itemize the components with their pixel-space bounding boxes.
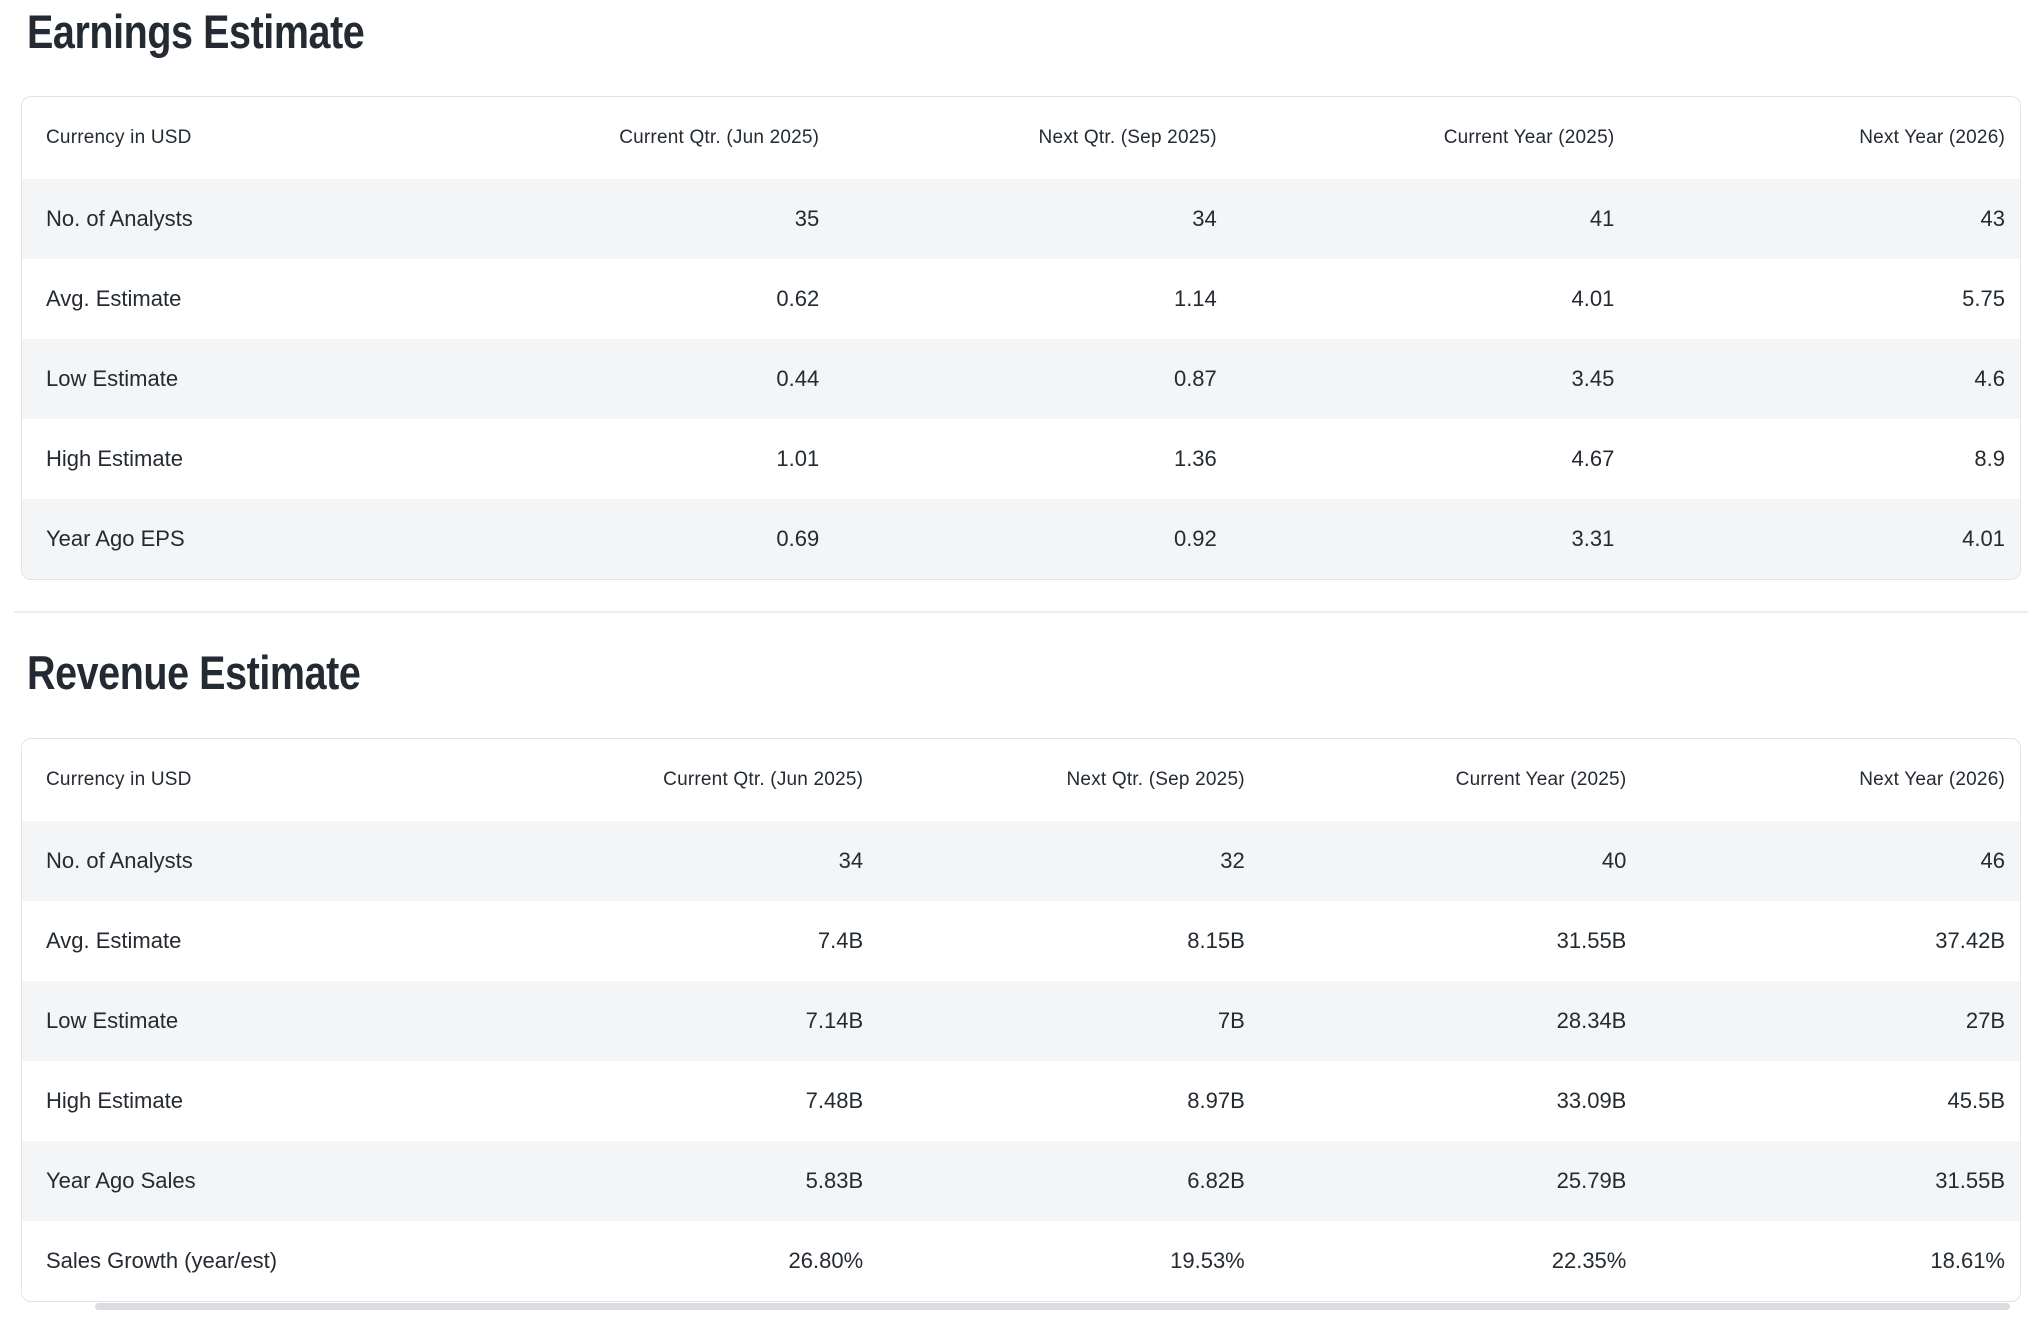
value-cell: 1.36 — [1173, 446, 1217, 471]
earnings-estimate-card: Currency in USD Current Qtr. (Jun 2025) … — [21, 96, 2021, 580]
row-label: No. of Analysts — [46, 848, 193, 873]
value-cell: 19.53% — [1170, 1248, 1245, 1273]
value-cell: 27B — [1965, 1008, 2005, 1033]
value-cell: 7.14B — [805, 1008, 864, 1033]
earnings-estimate-heading: Earnings Estimate — [27, 6, 2021, 58]
value-cell: 0.92 — [1173, 526, 1217, 551]
horizontal-scrollbar-thumb[interactable] — [95, 1303, 2010, 1310]
earnings-row-no-of-analysts: No. of Analysts 35 34 41 43 — [22, 179, 2020, 259]
earnings-header-next-qtr: Next Qtr. (Sep 2025) — [1038, 127, 1217, 148]
row-label: Low Estimate — [46, 366, 179, 391]
value-cell: 3.45 — [1571, 366, 1615, 391]
row-label: High Estimate — [46, 446, 183, 471]
value-cell: 31.55B — [1556, 928, 1627, 953]
value-cell: 4.01 — [1571, 286, 1615, 311]
earnings-row-high-estimate: High Estimate 1.01 1.36 4.67 8.9 — [22, 419, 2020, 499]
row-label: Year Ago EPS — [46, 526, 185, 551]
value-cell: 3.31 — [1571, 526, 1615, 551]
earnings-header-row: Currency in USD Current Qtr. (Jun 2025) … — [22, 97, 2020, 179]
revenue-header-next-qtr: Next Qtr. (Sep 2025) — [1066, 769, 1245, 790]
value-cell: 4.01 — [1962, 526, 2005, 551]
revenue-estimate-table: Currency in USD Current Qtr. (Jun 2025) … — [22, 739, 2020, 1301]
value-cell: 34 — [838, 848, 864, 873]
value-cell: 45.5B — [1947, 1088, 2006, 1113]
revenue-header-currency: Currency in USD — [46, 769, 192, 790]
value-cell: 46 — [1980, 848, 2005, 873]
revenue-header-current-qtr: Current Qtr. (Jun 2025) — [663, 769, 864, 790]
earnings-header-current-qtr: Current Qtr. (Jun 2025) — [619, 127, 820, 148]
value-cell: 0.69 — [776, 526, 820, 551]
row-label: High Estimate — [46, 1088, 183, 1113]
value-cell: 0.44 — [776, 366, 820, 391]
revenue-row-high-estimate: High Estimate 7.48B 8.97B 33.09B 45.5B — [22, 1061, 2020, 1141]
value-cell: 25.79B — [1556, 1168, 1627, 1193]
revenue-estimate-section: Revenue Estimate Currency in USD Current… — [21, 647, 2021, 1302]
value-cell: 1.01 — [776, 446, 820, 471]
value-cell: 28.34B — [1556, 1008, 1627, 1033]
row-label: Sales Growth (year/est) — [46, 1248, 278, 1273]
value-cell: 43 — [1980, 206, 2005, 231]
value-cell: 5.83B — [805, 1168, 864, 1193]
value-cell: 1.14 — [1173, 286, 1217, 311]
analysis-page: Earnings Estimate Currency in USD Curren… — [0, 6, 2042, 1302]
value-cell: 33.09B — [1556, 1088, 1627, 1113]
value-cell: 4.67 — [1571, 446, 1615, 471]
value-cell: 7B — [1217, 1008, 1245, 1033]
value-cell: 8.15B — [1187, 928, 1245, 953]
value-cell: 7.48B — [805, 1088, 864, 1113]
earnings-header-next-year: Next Year (2026) — [1859, 127, 2005, 148]
value-cell: 5.75 — [1962, 286, 2005, 311]
value-cell: 8.9 — [1974, 446, 2005, 471]
value-cell: 32 — [1220, 848, 1245, 873]
revenue-estimate-heading-text: Revenue Estimate — [27, 646, 361, 699]
revenue-header-current-year: Current Year (2025) — [1455, 769, 1627, 790]
value-cell: 40 — [1601, 848, 1627, 873]
value-cell: 41 — [1589, 206, 1615, 231]
value-cell: 0.87 — [1173, 366, 1217, 391]
value-cell: 7.4B — [817, 928, 864, 953]
value-cell: 6.82B — [1187, 1168, 1245, 1193]
value-cell: 26.80% — [788, 1248, 864, 1273]
value-cell: 34 — [1192, 206, 1217, 231]
earnings-estimate-heading-text: Earnings Estimate — [27, 5, 365, 58]
revenue-header-next-year: Next Year (2026) — [1859, 769, 2005, 790]
earnings-row-low-estimate: Low Estimate 0.44 0.87 3.45 4.6 — [22, 339, 2020, 419]
value-cell: 0.62 — [776, 286, 820, 311]
row-label: Avg. Estimate — [46, 928, 182, 953]
revenue-row-no-of-analysts: No. of Analysts 34 32 40 46 — [22, 821, 2020, 901]
row-label: Avg. Estimate — [46, 286, 182, 311]
revenue-row-low-estimate: Low Estimate 7.14B 7B 28.34B 27B — [22, 981, 2020, 1061]
value-cell: 35 — [794, 206, 820, 231]
revenue-row-year-ago-sales: Year Ago Sales 5.83B 6.82B 25.79B 31.55B — [22, 1141, 2020, 1221]
revenue-header-row: Currency in USD Current Qtr. (Jun 2025) … — [22, 739, 2020, 821]
row-label: Low Estimate — [46, 1008, 179, 1033]
revenue-row-sales-growth: Sales Growth (year/est) 26.80% 19.53% 22… — [22, 1221, 2020, 1301]
value-cell: 22.35% — [1551, 1248, 1627, 1273]
earnings-estimate-table: Currency in USD Current Qtr. (Jun 2025) … — [22, 97, 2020, 579]
revenue-estimate-heading: Revenue Estimate — [27, 647, 2021, 699]
revenue-estimate-card: Currency in USD Current Qtr. (Jun 2025) … — [21, 738, 2021, 1302]
value-cell: 8.97B — [1187, 1088, 1245, 1113]
earnings-estimate-section: Earnings Estimate Currency in USD Curren… — [21, 6, 2021, 580]
value-cell: 4.6 — [1974, 366, 2005, 391]
earnings-header-currency: Currency in USD — [46, 127, 192, 148]
value-cell: 37.42B — [1935, 928, 2005, 953]
value-cell: 31.55B — [1935, 1168, 2005, 1193]
row-label: No. of Analysts — [46, 206, 193, 231]
section-divider — [14, 611, 2028, 613]
revenue-row-avg-estimate: Avg. Estimate 7.4B 8.15B 31.55B 37.42B — [22, 901, 2020, 981]
earnings-row-avg-estimate: Avg. Estimate 0.62 1.14 4.01 5.75 — [22, 259, 2020, 339]
earnings-row-year-ago-eps: Year Ago EPS 0.69 0.92 3.31 4.01 — [22, 499, 2020, 579]
earnings-header-current-year: Current Year (2025) — [1443, 127, 1615, 148]
row-label: Year Ago Sales — [46, 1168, 196, 1193]
value-cell: 18.61% — [1930, 1248, 2005, 1273]
